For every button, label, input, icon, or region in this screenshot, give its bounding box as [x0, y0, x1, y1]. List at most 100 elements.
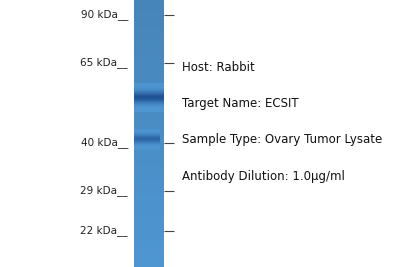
Bar	[134, 35, 164, 38]
Bar	[134, 225, 164, 227]
Bar	[134, 109, 164, 111]
Bar	[134, 222, 164, 225]
Bar	[134, 46, 164, 49]
Bar	[134, 146, 160, 147]
Bar	[134, 88, 164, 89]
Bar	[134, 134, 160, 135]
Bar	[134, 164, 164, 167]
Bar	[134, 96, 164, 97]
Bar	[134, 113, 164, 116]
Bar	[134, 102, 164, 105]
Bar	[134, 242, 164, 245]
Bar	[134, 240, 164, 242]
Bar	[134, 184, 164, 187]
Bar	[134, 97, 164, 98]
Bar	[134, 105, 164, 106]
Bar	[134, 146, 160, 147]
Bar	[134, 98, 164, 99]
Bar	[134, 160, 164, 162]
Bar	[134, 84, 164, 85]
Bar	[134, 64, 164, 67]
Bar	[134, 253, 164, 256]
Bar	[134, 58, 164, 60]
Bar	[134, 109, 164, 110]
Text: 90 kDa__: 90 kDa__	[81, 9, 128, 20]
Bar	[134, 93, 164, 96]
Bar	[134, 18, 164, 20]
Bar	[134, 202, 164, 205]
Bar	[134, 84, 164, 85]
Bar	[134, 82, 164, 85]
Bar	[134, 142, 160, 143]
Bar	[134, 100, 164, 102]
Bar	[134, 215, 164, 218]
Bar	[134, 90, 164, 91]
Bar	[134, 169, 164, 171]
Bar	[134, 235, 164, 238]
Bar	[134, 145, 160, 146]
Bar	[134, 140, 160, 141]
Bar	[134, 131, 164, 134]
Bar	[134, 99, 164, 100]
Bar	[134, 103, 164, 104]
Bar	[134, 104, 164, 105]
Bar	[134, 130, 160, 131]
Bar	[134, 258, 164, 260]
Bar	[134, 80, 164, 82]
Bar	[134, 86, 164, 87]
Text: 29 kDa__: 29 kDa__	[80, 186, 128, 196]
Bar	[134, 138, 164, 140]
Bar	[134, 140, 164, 142]
Bar	[134, 129, 164, 131]
Bar	[134, 200, 164, 202]
Bar	[134, 89, 164, 91]
Bar	[134, 85, 164, 86]
Bar	[134, 87, 164, 89]
Bar	[134, 124, 164, 127]
Bar	[134, 213, 164, 216]
Bar	[134, 138, 160, 139]
Bar	[134, 136, 160, 137]
Bar	[134, 9, 164, 11]
Bar	[134, 13, 164, 15]
Bar	[134, 227, 164, 229]
Bar	[134, 89, 164, 90]
Bar	[134, 111, 164, 112]
Bar	[134, 33, 164, 36]
Bar	[134, 158, 164, 160]
Bar	[134, 137, 160, 138]
Bar	[134, 129, 160, 130]
Bar	[134, 187, 164, 189]
Bar	[134, 130, 160, 131]
Bar	[134, 115, 164, 118]
Bar	[134, 171, 164, 174]
Bar	[134, 134, 160, 135]
Bar	[134, 100, 164, 101]
Bar	[134, 44, 164, 47]
Bar	[134, 144, 160, 145]
Bar	[134, 83, 164, 84]
Bar	[134, 29, 164, 31]
Bar	[134, 60, 164, 62]
Bar	[134, 107, 164, 108]
Bar	[134, 0, 164, 2]
Bar	[134, 95, 164, 98]
Bar	[134, 145, 160, 146]
Bar	[134, 78, 164, 80]
Bar	[134, 31, 164, 33]
Bar	[134, 135, 164, 138]
Bar	[134, 95, 164, 96]
Bar	[134, 193, 164, 196]
Bar	[134, 106, 164, 107]
Bar	[134, 93, 164, 94]
Bar	[134, 90, 164, 91]
Bar	[134, 38, 164, 40]
Bar	[134, 24, 164, 27]
Bar	[134, 182, 164, 185]
Bar	[134, 231, 164, 234]
Bar	[134, 128, 160, 129]
Bar	[134, 147, 160, 148]
Bar	[134, 40, 164, 42]
Bar	[134, 94, 164, 95]
Text: 65 kDa__: 65 kDa__	[80, 57, 128, 68]
